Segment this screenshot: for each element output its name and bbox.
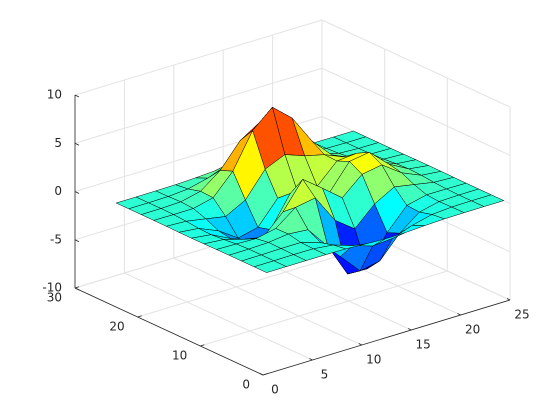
tick-mark [408,328,412,331]
x-tick-label: 0 [271,383,279,397]
z-tick-label: 5 [54,136,62,150]
x-tick-label: 20 [465,323,480,337]
grid-line [124,272,313,361]
y-tick-label: 30 [47,291,62,305]
grid-line [74,19,323,96]
tick-mark [74,286,80,289]
grid-line [74,67,323,144]
x-tick-label: 5 [321,368,329,382]
tick-mark [74,191,80,194]
y-tick-label: 20 [109,320,124,334]
tick-mark [259,373,264,376]
tick-mark [137,315,142,318]
grid-line [321,19,511,108]
y-tick-label: 0 [242,378,250,392]
tick-mark [262,373,268,376]
grid-line [173,257,363,346]
z-tick-label: -5 [50,232,62,246]
x-tick-label: 15 [416,338,431,352]
grid-line [200,270,448,347]
tick-mark [309,358,313,361]
tick-mark [74,287,80,291]
surface-face [253,260,287,273]
y-axis [74,287,264,376]
tick-mark [74,239,80,243]
tick-mark [506,298,511,301]
tick-mark [74,142,80,146]
tick-mark [200,344,205,347]
z-tick-label: 10 [47,88,62,102]
tick-mark [74,94,80,98]
x-axis [262,299,511,376]
tick-mark [457,313,461,316]
y-tick-label: 10 [172,349,187,363]
tick-mark [358,343,362,346]
x-tick-label: 10 [366,353,381,367]
grid-line [321,67,511,156]
z-tick-label: 0 [54,184,62,198]
z-tick-label: -10 [42,281,62,295]
x-tick-label: 25 [514,308,529,322]
